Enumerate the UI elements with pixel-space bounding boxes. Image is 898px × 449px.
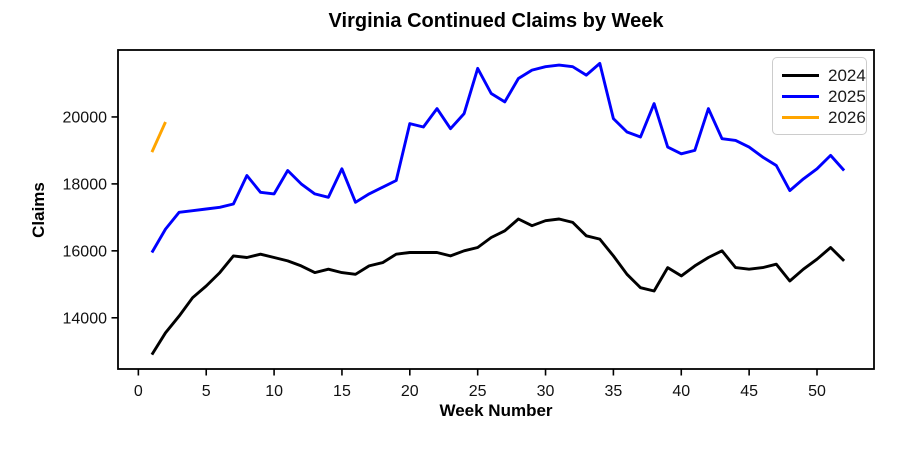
legend-item-2026: 2026 [782,107,866,128]
y-tick-label: 20000 [63,109,108,126]
x-tick-label: 40 [672,383,690,400]
legend: 2024 2025 2026 [772,57,867,135]
x-axis-label: Week Number [439,401,553,420]
legend-label: 2025 [828,87,866,106]
axes-frame [117,49,875,370]
x-tick-label: 0 [134,383,143,400]
x-tick-label: 50 [808,383,826,400]
y-tick-label: 16000 [63,243,108,260]
y-tick-label: 18000 [63,176,108,193]
x-tick-label: 20 [401,383,419,400]
x-tick-label: 5 [202,383,211,400]
legend-line-swatch-2026 [782,115,819,120]
x-tick-label: 10 [265,383,283,400]
legend-line-swatch-2025 [782,94,819,99]
x-tick-label: 15 [333,383,351,400]
x-tick-label: 35 [605,383,623,400]
legend-label: 2026 [828,108,866,127]
x-tick-label: 30 [537,383,555,400]
legend-label: 2024 [828,66,866,85]
series-line-2024 [150,217,846,356]
legend-item-2025: 2025 [782,86,866,107]
series-line-2025 [150,61,846,254]
legend-line-swatch-2024 [782,73,819,78]
x-tick-label: 25 [469,383,487,400]
series-line-2026 [150,121,167,153]
x-tick-label: 45 [740,383,758,400]
chart-title: Virginia Continued Claims by Week [328,10,664,32]
y-tick-label: 14000 [63,310,108,327]
legend-item-2024: 2024 [782,65,866,86]
